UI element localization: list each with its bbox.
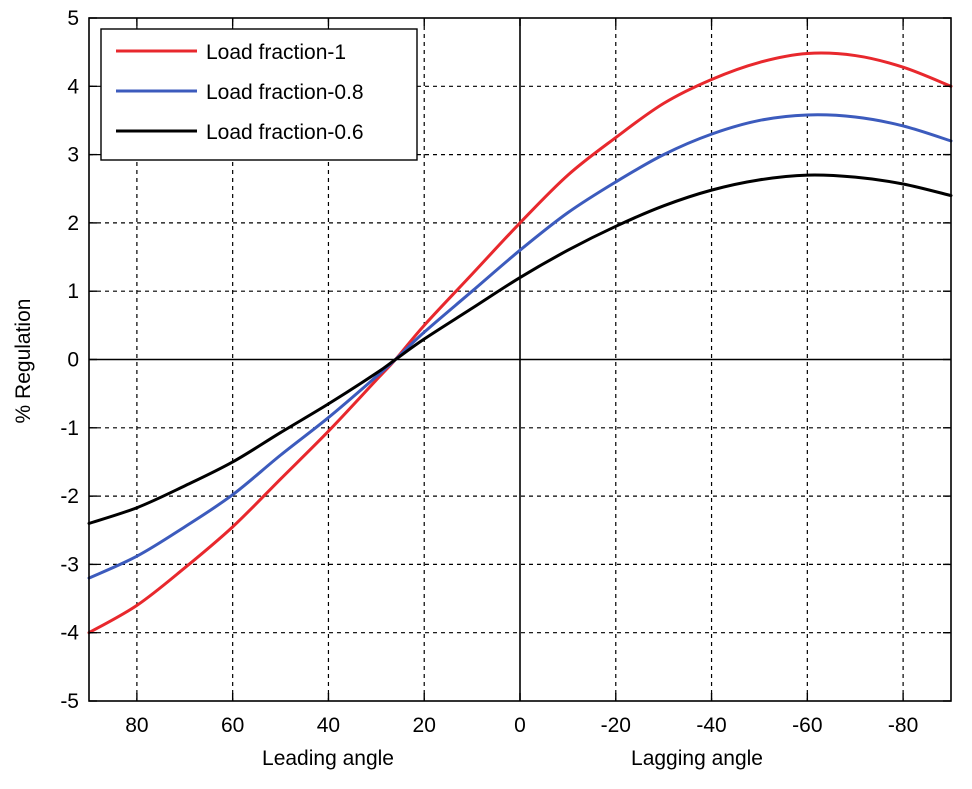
x-tick-label: 0 xyxy=(514,714,526,737)
axis-ticks xyxy=(89,17,951,702)
y-tick-label: -1 xyxy=(60,417,79,440)
legend-label: Load fraction-0.8 xyxy=(206,81,364,104)
legend-items: Load fraction-1 Load fraction-0.8 Load fra… xyxy=(116,41,364,144)
series-line-load-fraction-0-8 xyxy=(87,113,953,580)
series-line-load-fraction-0-6 xyxy=(87,173,953,525)
y-tick-label: -2 xyxy=(60,485,79,508)
y-tick-label: 3 xyxy=(67,144,79,167)
x-tick-label: -40 xyxy=(696,714,726,737)
x-tick-label: 40 xyxy=(317,714,340,737)
zero-lines xyxy=(89,18,951,701)
series-lines xyxy=(87,51,953,635)
y-axis-label: % Regulation xyxy=(12,299,35,424)
x-tick-label: 60 xyxy=(221,714,244,737)
x-tick-label: 20 xyxy=(413,714,436,737)
x-axis-label-lagging: Lagging angle xyxy=(631,747,763,770)
y-tick-label: 4 xyxy=(67,75,79,98)
x-tick-label: -60 xyxy=(792,714,822,737)
y-tick-label: 5 xyxy=(67,7,79,30)
x-tick-label: 80 xyxy=(125,714,148,737)
x-tick-label: -20 xyxy=(601,714,631,737)
y-tick-label: 0 xyxy=(67,349,79,372)
y-tick-labels: 5 4 3 2 1 0 -1 -2 -3 -4 -5 xyxy=(60,7,79,713)
series-line-load-fraction-1 xyxy=(87,51,953,635)
y-tick-label: 1 xyxy=(67,280,79,303)
y-tick-label: -4 xyxy=(60,622,79,645)
x-axis-label-leading: Leading angle xyxy=(262,747,394,770)
y-tick-label: -5 xyxy=(60,690,79,713)
x-tick-label: -80 xyxy=(888,714,918,737)
y-tick-label: -3 xyxy=(60,553,79,576)
legend-label: Load fraction-0.6 xyxy=(206,121,364,144)
y-tick-label: 2 xyxy=(67,212,79,235)
legend-label: Load fraction-1 xyxy=(206,41,346,64)
legend: Load fraction-1 Load fraction-0.8 Load fra… xyxy=(100,28,418,161)
x-tick-labels: 80 60 40 20 0 -20 -40 -60 -80 xyxy=(125,714,918,737)
